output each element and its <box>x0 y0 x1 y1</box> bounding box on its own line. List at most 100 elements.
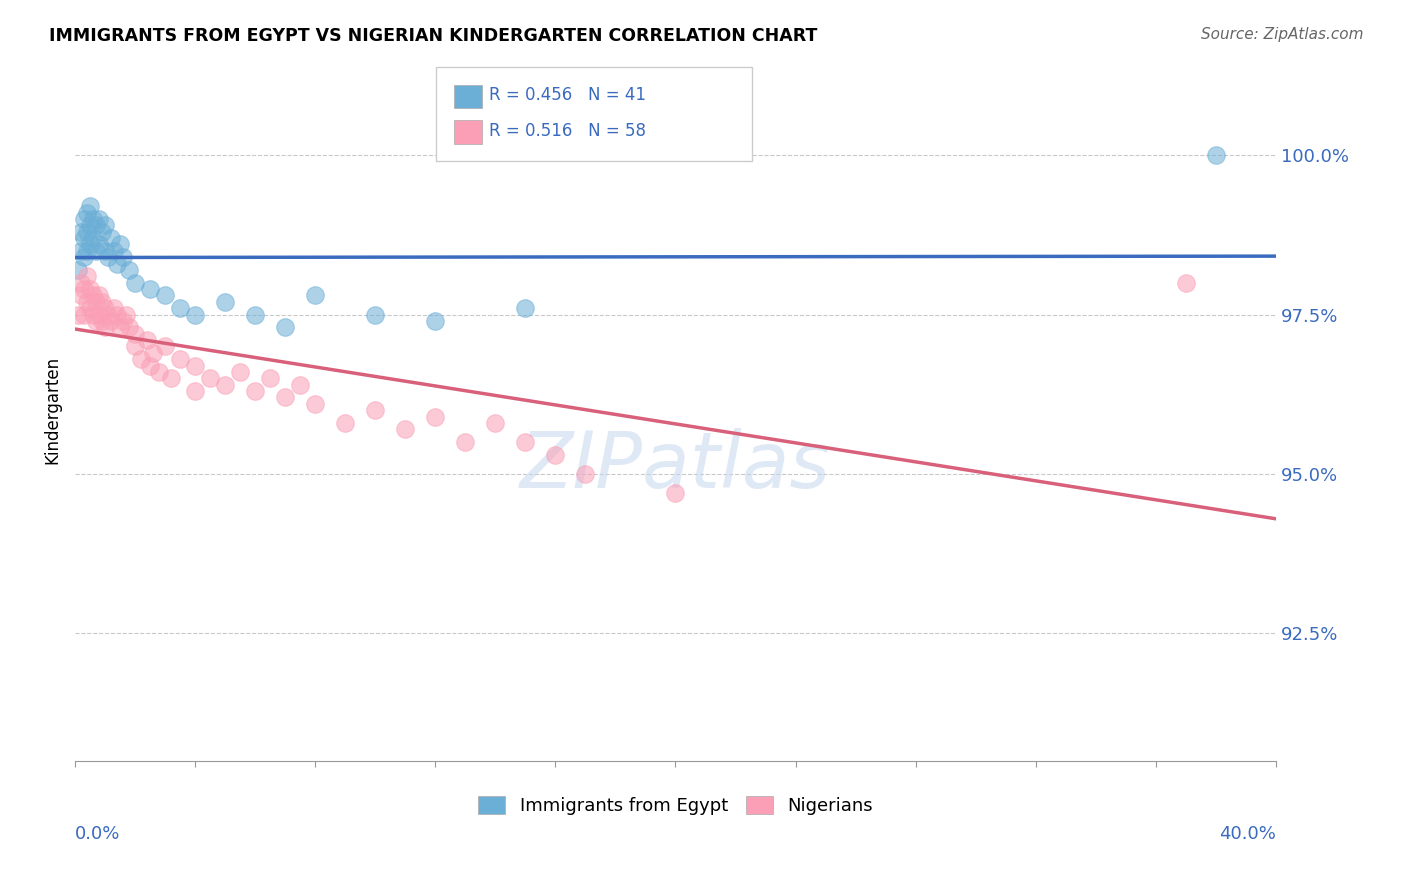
Point <box>73 282 96 296</box>
Point <box>94 320 117 334</box>
Point <box>118 263 141 277</box>
Point <box>82 231 104 245</box>
Point <box>70 276 93 290</box>
Point <box>79 301 101 316</box>
Point <box>515 435 537 450</box>
Point <box>84 314 107 328</box>
Point <box>484 416 506 430</box>
Point <box>304 288 326 302</box>
Point <box>73 308 96 322</box>
Point <box>82 308 104 322</box>
Point <box>76 225 98 239</box>
Point <box>100 314 122 328</box>
Point <box>198 371 221 385</box>
Point <box>87 211 110 226</box>
Point <box>94 301 117 316</box>
Point <box>73 211 96 226</box>
Point <box>79 219 101 233</box>
Point <box>153 288 176 302</box>
Point <box>290 377 312 392</box>
Point <box>105 308 128 322</box>
Point <box>425 314 447 328</box>
Point <box>97 250 120 264</box>
Point <box>243 308 266 322</box>
Point <box>84 294 107 309</box>
Point <box>103 244 125 258</box>
Point <box>94 244 117 258</box>
Text: 0.0%: 0.0% <box>75 824 121 843</box>
Point <box>79 282 101 296</box>
Point <box>76 269 98 284</box>
Point <box>108 237 131 252</box>
Point <box>394 422 416 436</box>
Point <box>160 371 183 385</box>
Point <box>124 339 146 353</box>
Point <box>274 320 297 334</box>
Text: R = 0.456   N = 41: R = 0.456 N = 41 <box>489 87 647 104</box>
Point <box>169 352 191 367</box>
Point <box>139 359 162 373</box>
Y-axis label: Kindergarten: Kindergarten <box>44 356 60 465</box>
Point <box>454 435 477 450</box>
Point <box>664 486 686 500</box>
Text: ZIPatlas: ZIPatlas <box>520 428 831 504</box>
Point <box>274 391 297 405</box>
Point <box>148 365 170 379</box>
Text: 40.0%: 40.0% <box>1219 824 1277 843</box>
Point <box>76 205 98 219</box>
Point <box>76 244 98 258</box>
Point <box>70 288 93 302</box>
Point <box>66 263 89 277</box>
Point <box>79 237 101 252</box>
Point <box>139 282 162 296</box>
Point <box>129 352 152 367</box>
Point <box>73 231 96 245</box>
Point <box>76 294 98 309</box>
Point <box>97 308 120 322</box>
Point <box>118 320 141 334</box>
Point <box>66 308 89 322</box>
Point <box>124 276 146 290</box>
Point <box>100 231 122 245</box>
Point <box>94 219 117 233</box>
Point <box>214 377 236 392</box>
Point <box>153 339 176 353</box>
Point <box>425 409 447 424</box>
Point <box>229 365 252 379</box>
Point <box>84 244 107 258</box>
Point <box>304 397 326 411</box>
Point <box>91 294 114 309</box>
Point <box>82 211 104 226</box>
Point <box>259 371 281 385</box>
Point <box>184 359 207 373</box>
Point <box>103 301 125 316</box>
Legend: Immigrants from Egypt, Nigerians: Immigrants from Egypt, Nigerians <box>478 796 873 815</box>
Text: R = 0.516   N = 58: R = 0.516 N = 58 <box>489 122 647 140</box>
Point <box>87 237 110 252</box>
Point <box>73 250 96 264</box>
Point <box>364 308 387 322</box>
Point <box>124 326 146 341</box>
Point <box>136 333 159 347</box>
Point <box>112 250 135 264</box>
Point <box>108 320 131 334</box>
Point <box>169 301 191 316</box>
Point <box>515 301 537 316</box>
Point <box>105 257 128 271</box>
Point <box>82 288 104 302</box>
Point <box>544 448 567 462</box>
Point <box>364 403 387 417</box>
Point <box>214 294 236 309</box>
Point <box>70 225 93 239</box>
Point <box>79 199 101 213</box>
Text: Source: ZipAtlas.com: Source: ZipAtlas.com <box>1201 27 1364 42</box>
Point <box>91 225 114 239</box>
Point <box>1174 276 1197 290</box>
Point <box>87 288 110 302</box>
Point <box>91 314 114 328</box>
Point <box>87 308 110 322</box>
Point <box>142 346 165 360</box>
Point <box>115 308 138 322</box>
Point <box>1205 148 1227 162</box>
Text: IMMIGRANTS FROM EGYPT VS NIGERIAN KINDERGARTEN CORRELATION CHART: IMMIGRANTS FROM EGYPT VS NIGERIAN KINDER… <box>49 27 817 45</box>
